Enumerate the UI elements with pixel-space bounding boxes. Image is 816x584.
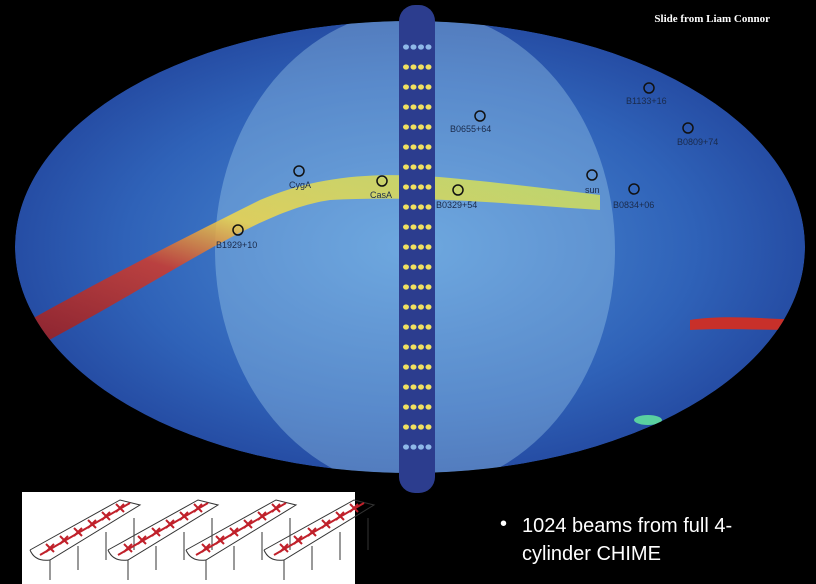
beam [426, 384, 432, 389]
source-label: B1133+16 [626, 96, 667, 106]
beam [403, 84, 409, 89]
beam [411, 264, 417, 269]
beam [403, 364, 409, 369]
beam [403, 124, 409, 129]
beam [426, 164, 432, 169]
beam [403, 44, 409, 49]
beam [426, 84, 432, 89]
beam [426, 404, 432, 409]
beam [426, 264, 432, 269]
source-label: CasA [370, 190, 392, 200]
beam [426, 124, 432, 129]
beam [426, 244, 432, 249]
beam [418, 324, 424, 329]
beam [411, 244, 417, 249]
credit: Slide from Liam Connor [654, 13, 770, 25]
source-label: CygA [289, 180, 311, 190]
beam [418, 304, 424, 309]
beam [403, 244, 409, 249]
beam [411, 304, 417, 309]
source-label: B0834+06 [613, 200, 654, 210]
beam [426, 144, 432, 149]
beam [426, 44, 432, 49]
beam [411, 204, 417, 209]
beam [411, 364, 417, 369]
beam [411, 424, 417, 429]
beam [411, 284, 417, 289]
source-label: B0809+74 [677, 137, 718, 147]
beam [426, 284, 432, 289]
beam [403, 304, 409, 309]
beam [418, 404, 424, 409]
beam [411, 384, 417, 389]
beam [418, 64, 424, 69]
beam [418, 124, 424, 129]
beam [411, 184, 417, 189]
beam [411, 404, 417, 409]
beam [403, 344, 409, 349]
beam [403, 384, 409, 389]
beam [403, 204, 409, 209]
beam [418, 344, 424, 349]
beam [403, 104, 409, 109]
beam [426, 324, 432, 329]
beam [426, 64, 432, 69]
beam [418, 84, 424, 89]
source-label: B1929+10 [216, 240, 257, 250]
beam [418, 224, 424, 229]
beam [403, 424, 409, 429]
beam [403, 324, 409, 329]
beam [411, 144, 417, 149]
beam [426, 364, 432, 369]
beam [403, 144, 409, 149]
beam [418, 184, 424, 189]
beam [426, 204, 432, 209]
beam [418, 264, 424, 269]
bullet-dot: • [500, 513, 507, 535]
beam [411, 224, 417, 229]
beam [418, 384, 424, 389]
beam [403, 224, 409, 229]
beam [426, 104, 432, 109]
beam [403, 64, 409, 69]
bullet-line: cylinder CHIME [522, 543, 661, 565]
beam [418, 164, 424, 169]
beam [426, 224, 432, 229]
slide: Slide from Liam Connor B0655+64 B1133+16 B… [0, 0, 816, 584]
beam [418, 444, 424, 449]
beam [411, 444, 417, 449]
beam [426, 344, 432, 349]
beam [418, 44, 424, 49]
beam [418, 244, 424, 249]
beam [403, 444, 409, 449]
beam [418, 364, 424, 369]
beam [403, 184, 409, 189]
beam [418, 424, 424, 429]
beam [418, 284, 424, 289]
beam [426, 304, 432, 309]
source-label: B0655+64 [450, 124, 491, 134]
beam [411, 104, 417, 109]
beam [411, 324, 417, 329]
beam [418, 104, 424, 109]
beam [403, 284, 409, 289]
beam [403, 164, 409, 169]
beam [411, 164, 417, 169]
beam [418, 204, 424, 209]
beam [411, 124, 417, 129]
bullet-line: 1024 beams from full 4- [522, 515, 732, 537]
beam [411, 44, 417, 49]
beam [426, 184, 432, 189]
beam [411, 64, 417, 69]
beam [426, 424, 432, 429]
source-label: sun [585, 185, 600, 195]
beam [403, 404, 409, 409]
beam [426, 444, 432, 449]
beam [411, 84, 417, 89]
beam [411, 344, 417, 349]
source-label: B0329+54 [436, 200, 477, 210]
beam [418, 144, 424, 149]
beam [403, 264, 409, 269]
